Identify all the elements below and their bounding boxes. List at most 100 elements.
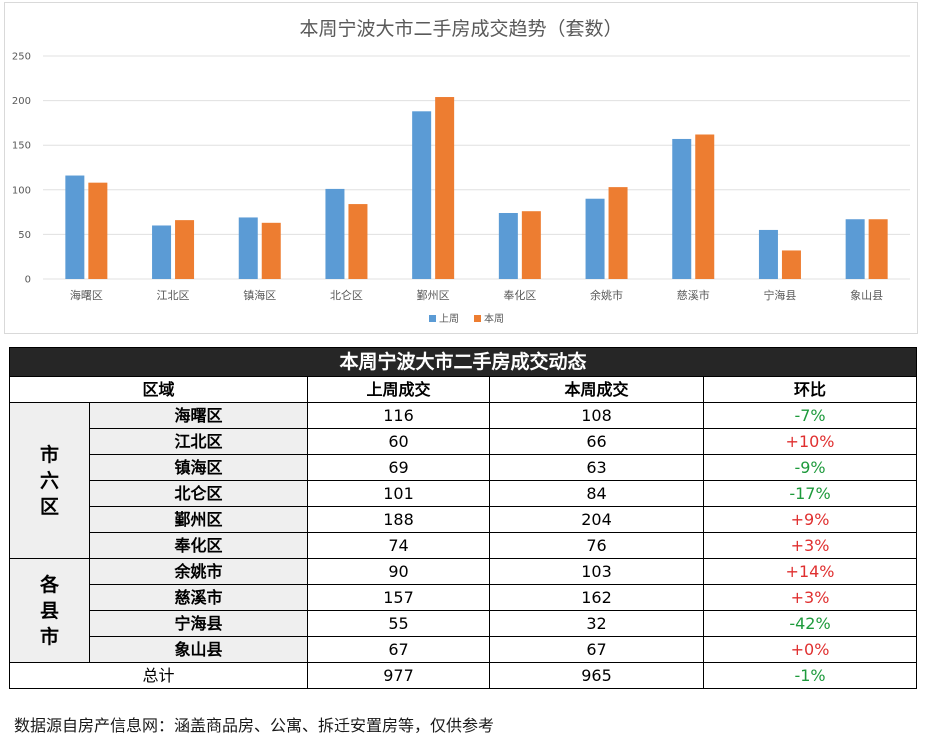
- summary-table-wrap: 本周宁波大市二手房成交动态 区域 上周成交 本周成交 环比 市 六 区海曙区 11…: [8, 347, 918, 689]
- legend-label: 上周: [439, 313, 459, 325]
- region-cell: 江北区: [89, 428, 308, 455]
- region-cell: 北仑区: [89, 480, 308, 507]
- y-tick-label: 200: [12, 96, 31, 107]
- legend: 上周 本周: [429, 312, 504, 325]
- region-cell: 海曙区: [89, 402, 308, 429]
- change-cell: -42%: [702, 610, 918, 637]
- table-title-row: 本周宁波大市二手房成交动态: [8, 347, 918, 377]
- last-week-cell: 157: [307, 584, 490, 611]
- last-week-cell: 188: [307, 506, 490, 533]
- label-layer: 海曙区 江北区 镇海区 北仑区 鄞州区 奉化区 余姚市 慈溪市 宁海县 象山县: [70, 288, 883, 302]
- x-category-label: 江北区: [157, 289, 190, 302]
- last-week-cell: 67: [307, 636, 490, 663]
- region-cell: 余姚市: [89, 558, 308, 585]
- total-last-week: 977: [307, 662, 490, 689]
- this-week-cell: 66: [489, 428, 704, 455]
- bar-last-week: [672, 138, 692, 279]
- header-change: 环比: [702, 376, 918, 403]
- table-row: 宁海县 55 32 -42%: [10, 610, 918, 637]
- last-week-cell: 60: [307, 428, 490, 455]
- change-cell: -9%: [702, 454, 918, 481]
- this-week-cell: 76: [489, 532, 704, 559]
- this-week-cell: 63: [489, 454, 704, 481]
- y-tick-label: 250: [12, 52, 31, 63]
- change-cell: +3%: [702, 584, 918, 611]
- region-cell: 宁海县: [89, 610, 308, 637]
- bar-last-week: [498, 212, 518, 279]
- x-category-label: 余姚市: [590, 288, 623, 302]
- bar-this-week: [261, 222, 281, 279]
- last-week-cell: 101: [307, 480, 490, 507]
- total-row: 总计 977 965 -1%: [9, 662, 918, 689]
- bar-this-week: [175, 220, 195, 279]
- legend-label: 本周: [484, 312, 504, 325]
- this-week-cell: 162: [489, 584, 704, 611]
- y-tick-label: 0: [25, 275, 31, 286]
- bar-last-week: [845, 219, 865, 279]
- this-week-cell: 32: [489, 610, 704, 637]
- bar-this-week: [88, 182, 108, 279]
- last-week-cell: 74: [307, 532, 490, 559]
- group-label: 各 县 市: [9, 558, 90, 663]
- change-cell: +9%: [702, 506, 918, 533]
- bar-this-week: [868, 219, 888, 279]
- total-label: 总计: [9, 662, 308, 689]
- this-week-cell: 108: [489, 402, 704, 429]
- bar-last-week: [412, 111, 432, 279]
- bar-this-week: [695, 134, 715, 279]
- this-week-cell: 67: [489, 636, 704, 663]
- table-row: 象山县 67 67 +0%: [10, 636, 918, 663]
- bar-this-week: [348, 204, 368, 279]
- region-cell: 慈溪市: [89, 584, 308, 611]
- x-category-label: 宁海县: [763, 288, 796, 302]
- bar-last-week: [758, 229, 778, 279]
- bar-last-week: [325, 188, 345, 279]
- bar-last-week: [238, 217, 258, 279]
- this-week-cell: 204: [489, 506, 704, 533]
- table-header-row: 区域 上周成交 本周成交 环比: [9, 376, 918, 403]
- x-category-label: 海曙区: [70, 288, 103, 302]
- bar-last-week: [65, 175, 85, 279]
- bar-this-week: [521, 211, 541, 279]
- x-category-label: 奉化区: [503, 288, 536, 302]
- change-cell: -17%: [702, 480, 918, 507]
- x-category-label: 象山县: [850, 289, 883, 302]
- table-row: 北仑区 101 84 -17%: [10, 480, 918, 507]
- chart-title: 本周宁波大市二手房成交趋势（套数）: [299, 18, 622, 40]
- change-cell: -7%: [702, 402, 918, 429]
- table-row: 奉化区 74 76 +3%: [10, 532, 918, 559]
- last-week-cell: 90: [307, 558, 490, 585]
- last-week-cell: 55: [307, 610, 490, 637]
- x-category-label: 慈溪市: [677, 288, 710, 302]
- summary-table: 本周宁波大市二手房成交动态 区域 上周成交 本周成交 环比 市 六 区海曙区 11…: [8, 347, 918, 689]
- bar-last-week: [152, 225, 172, 279]
- header-last-week: 上周成交: [307, 376, 490, 403]
- bar-last-week: [585, 198, 605, 279]
- this-week-cell: 103: [489, 558, 704, 585]
- group-label: 市 六 区: [9, 402, 90, 559]
- y-tick-label: 150: [12, 141, 31, 152]
- header-this-week: 本周成交: [489, 376, 704, 403]
- y-tick-label: 100: [12, 185, 31, 196]
- region-cell: 象山县: [89, 636, 308, 663]
- bar-this-week: [435, 97, 455, 279]
- x-category-label: 北仑区: [330, 288, 363, 302]
- table-title: 本周宁波大市二手房成交动态: [8, 347, 918, 377]
- bar-chart: 本周宁波大市二手房成交趋势（套数） 0 50 100 150 200 250 海曙区 江北区…: [12, 18, 910, 325]
- table-row: 市 六 区海曙区 116 108 -7%: [9, 402, 918, 559]
- bar-this-week: [608, 187, 628, 279]
- table-row: 慈溪市 157 162 +3%: [10, 584, 918, 611]
- region-cell: 镇海区: [89, 454, 308, 481]
- chart-panel: 本周宁波大市二手房成交趋势（套数） 0 50 100 150 200 250 海曙区 江北区…: [4, 2, 918, 334]
- total-change: -1%: [702, 662, 918, 689]
- region-cell: 鄞州区: [89, 506, 308, 533]
- bar-layer: [65, 97, 888, 279]
- table-row: 鄞州区 188 204 +9%: [10, 506, 918, 533]
- last-week-cell: 69: [307, 454, 490, 481]
- bar-this-week: [781, 250, 801, 279]
- header-region: 区域: [9, 376, 308, 403]
- legend-swatch: [474, 315, 481, 322]
- region-cell: 奉化区: [89, 532, 308, 559]
- legend-swatch: [429, 315, 436, 322]
- this-week-cell: 84: [489, 480, 704, 507]
